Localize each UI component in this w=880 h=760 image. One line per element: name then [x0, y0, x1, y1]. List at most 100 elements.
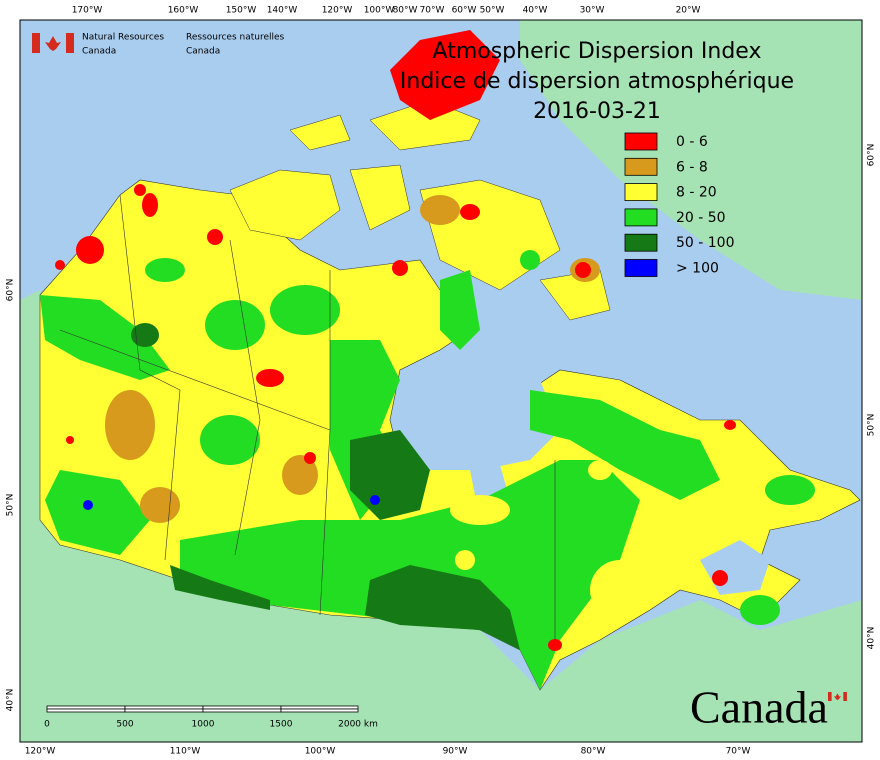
- legend-label: > 100: [676, 261, 719, 277]
- arctic-island: [289, 114, 351, 151]
- right-coord-label: 50°N: [867, 414, 877, 437]
- dark-green-zone: [170, 565, 270, 610]
- green-zone: [765, 475, 815, 505]
- scale-seg: [202, 708, 282, 713]
- legend-swatch: [624, 208, 658, 227]
- frame-border: [19, 19, 863, 743]
- scale-label: 500: [116, 720, 133, 730]
- top-coord-label: 170°W: [72, 6, 103, 16]
- title: Atmospheric Dispersion Index: [433, 39, 762, 64]
- flag-leaf: [833, 693, 842, 701]
- top-coord-label: 120°W: [322, 6, 353, 16]
- green-zone: [440, 270, 480, 350]
- red-zone: [392, 260, 408, 276]
- legend-swatch: [624, 259, 658, 277]
- title: 2016-03-21: [533, 99, 661, 124]
- red-zone: [134, 184, 146, 196]
- top-coord-label: 140°W: [267, 6, 298, 16]
- greenland: [520, 20, 862, 300]
- red-zone: [712, 570, 728, 586]
- border: [59, 329, 331, 431]
- legend-label: 6 - 8: [676, 159, 708, 175]
- right-coord-label: 60°N: [867, 144, 877, 167]
- green-zone: [200, 415, 260, 465]
- scale-seg: [46, 708, 126, 713]
- red-zone: [76, 236, 104, 264]
- green-zone: [270, 285, 340, 335]
- red-zone: [548, 639, 562, 651]
- scale-seg: [46, 705, 126, 710]
- red-zone: [55, 260, 65, 270]
- scale-seg: [280, 708, 359, 713]
- green-zone: [530, 390, 720, 500]
- dark-green-zone: [131, 323, 159, 347]
- hudson-bay: [395, 350, 560, 470]
- blue-zone: [370, 495, 380, 505]
- scale-seg: [202, 705, 282, 710]
- orange-zone: [420, 195, 460, 225]
- green-zone: [145, 258, 185, 282]
- orange-zone: [140, 487, 180, 523]
- legend-label: 20 - 50: [676, 210, 726, 226]
- red-zone: [66, 436, 74, 444]
- orange-zone: [282, 455, 318, 495]
- blue-zone: [83, 500, 93, 510]
- yellow-zone: [455, 550, 475, 570]
- bottom-coord-label: 100°W: [305, 747, 336, 757]
- bottom-coord-label: 80°W: [581, 747, 606, 757]
- red-zone: [460, 204, 480, 220]
- legend-swatch: [624, 132, 658, 151]
- agency-fr: Canada: [186, 47, 220, 57]
- yellow-zone: [590, 560, 650, 620]
- arctic-island: [349, 164, 411, 231]
- border: [229, 239, 261, 556]
- green-zone: [520, 250, 540, 270]
- ellesmere: [390, 30, 500, 120]
- flag-leaf: [45, 36, 61, 51]
- top-coord-label: 40°W: [523, 6, 548, 16]
- top-coord-label: 60°W: [452, 6, 477, 16]
- right-coord-label: 40°N: [867, 627, 877, 650]
- green-zone: [205, 300, 265, 350]
- border: [119, 194, 181, 561]
- scale-label: 0: [44, 720, 50, 730]
- legend-swatch: [624, 157, 658, 176]
- bottom-coord-label: 70°W: [726, 747, 751, 757]
- usa: [20, 520, 862, 742]
- top-coord-label: 150°W: [226, 6, 257, 16]
- scale-label: 2000 km: [338, 720, 378, 730]
- red-zone: [207, 229, 223, 245]
- bottom-coord-label: 90°W: [443, 747, 468, 757]
- scale-seg: [124, 708, 204, 713]
- flag-bar: [843, 692, 847, 701]
- arctic-island: [229, 169, 341, 241]
- top-coord-label: 100°W: [364, 6, 395, 16]
- red-zone: [304, 452, 316, 464]
- wordmark: Canada: [690, 682, 828, 733]
- title: Indice de dispersion atmosphérique: [400, 69, 794, 94]
- left-coord-label: 60°N: [6, 279, 16, 302]
- dark-green-zone: [365, 565, 520, 650]
- legend-label: 50 - 100: [676, 235, 735, 251]
- top-coord-label: 80°W: [393, 6, 418, 16]
- top-coord-label: 70°W: [420, 6, 445, 16]
- agency-en: Natural Resources: [82, 33, 164, 43]
- red-zone: [575, 262, 591, 278]
- dark-green-zone: [350, 430, 430, 520]
- bottom-coord-label: 110°W: [170, 747, 201, 757]
- scale-seg: [280, 705, 359, 710]
- flag-bar: [32, 33, 40, 53]
- agency-en: Canada: [82, 47, 116, 57]
- scale-label: 1000: [192, 720, 215, 730]
- top-coord-label: 50°W: [480, 6, 505, 16]
- green-zone: [45, 470, 150, 555]
- orange-zone: [105, 390, 155, 460]
- top-coord-label: 160°W: [168, 6, 199, 16]
- agency-fr: Ressources naturelles: [186, 33, 285, 43]
- yellow-zone: [588, 460, 612, 480]
- green-zone: [740, 595, 780, 625]
- top-coord-label: 20°W: [676, 6, 701, 16]
- legend-label: 8 - 20: [676, 185, 717, 201]
- left-coord-label: 50°N: [6, 494, 16, 517]
